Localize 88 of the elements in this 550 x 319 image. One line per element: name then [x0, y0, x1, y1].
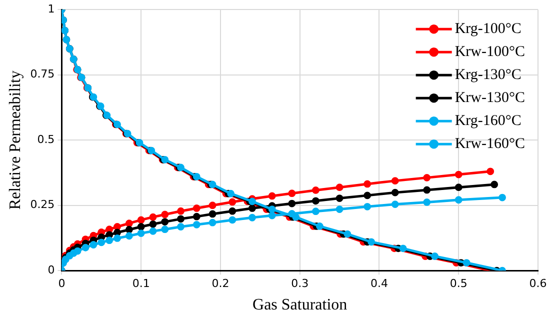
point	[114, 234, 121, 242]
legend-label: Krg-130°C	[454, 67, 522, 84]
point	[312, 208, 320, 216]
point	[423, 174, 431, 182]
legend-label: Krw-160°C	[454, 136, 526, 152]
point	[227, 190, 234, 198]
x-tick-label: 0.3	[291, 277, 309, 290]
point	[336, 184, 344, 192]
point	[137, 216, 145, 224]
point	[498, 194, 506, 202]
point	[161, 226, 169, 234]
point	[288, 190, 296, 198]
legend-label: Krg-160°C	[454, 113, 522, 130]
point	[114, 223, 121, 230]
point	[336, 206, 344, 213]
point	[149, 220, 157, 228]
y-tick-label: 0.5	[37, 132, 55, 146]
point	[268, 206, 276, 213]
point	[177, 223, 184, 230]
point	[486, 168, 494, 176]
point	[368, 238, 375, 246]
point	[391, 177, 399, 185]
point	[192, 204, 200, 212]
point	[364, 180, 372, 188]
point	[208, 218, 216, 226]
point	[316, 222, 324, 230]
point	[192, 212, 200, 220]
x-tick-label: 0.2	[212, 277, 230, 290]
point	[74, 247, 82, 255]
point	[137, 223, 145, 230]
point	[228, 216, 236, 224]
point	[248, 204, 256, 212]
y-tick-label: 0.75	[30, 68, 55, 81]
point	[208, 210, 216, 218]
y-axis-title: Relative Permeability	[6, 70, 24, 210]
point	[149, 213, 157, 221]
point	[288, 200, 296, 208]
point	[454, 184, 462, 192]
point	[137, 230, 145, 237]
point	[336, 194, 344, 202]
point	[391, 200, 399, 208]
x-tick-label: 0.4	[370, 277, 388, 290]
point	[149, 227, 157, 235]
point	[431, 252, 438, 260]
point	[106, 236, 114, 244]
point	[248, 198, 256, 206]
point	[364, 202, 372, 210]
point	[161, 218, 169, 226]
point	[268, 212, 276, 220]
point	[454, 170, 462, 178]
x-axis-title: Gas Saturation	[252, 296, 348, 314]
point	[344, 230, 352, 238]
point	[423, 198, 431, 206]
point	[364, 192, 372, 200]
x-tick-label: 0.1	[132, 277, 150, 290]
point	[98, 238, 106, 246]
point	[90, 241, 98, 248]
point	[161, 210, 169, 218]
x-tick-label: 0.6	[529, 277, 547, 290]
point	[177, 215, 184, 223]
y-tick-label: 1	[48, 2, 55, 16]
point	[125, 226, 133, 234]
point	[228, 198, 236, 206]
point	[125, 232, 133, 240]
x-tick-label: 0.5	[450, 277, 468, 290]
x-tick-label: 0	[58, 277, 66, 290]
point	[248, 214, 256, 222]
point	[454, 196, 462, 204]
point	[462, 259, 470, 266]
point	[423, 186, 431, 194]
point	[292, 213, 300, 221]
point	[490, 180, 498, 188]
legend-label: Krw-100°C	[454, 44, 526, 60]
point	[208, 202, 216, 210]
point	[312, 186, 320, 194]
point	[177, 207, 184, 215]
y-tick-label: 0.25	[30, 198, 55, 212]
legend-label: Krg-100°C	[454, 21, 522, 38]
point	[192, 220, 200, 228]
point	[399, 244, 407, 252]
point	[228, 207, 236, 215]
point	[82, 244, 90, 252]
point	[125, 220, 133, 228]
point	[268, 192, 276, 200]
point	[312, 197, 320, 205]
point	[391, 188, 399, 196]
y-tick-label: 0	[48, 263, 55, 276]
legend-label: Krw-130°C	[454, 90, 526, 106]
